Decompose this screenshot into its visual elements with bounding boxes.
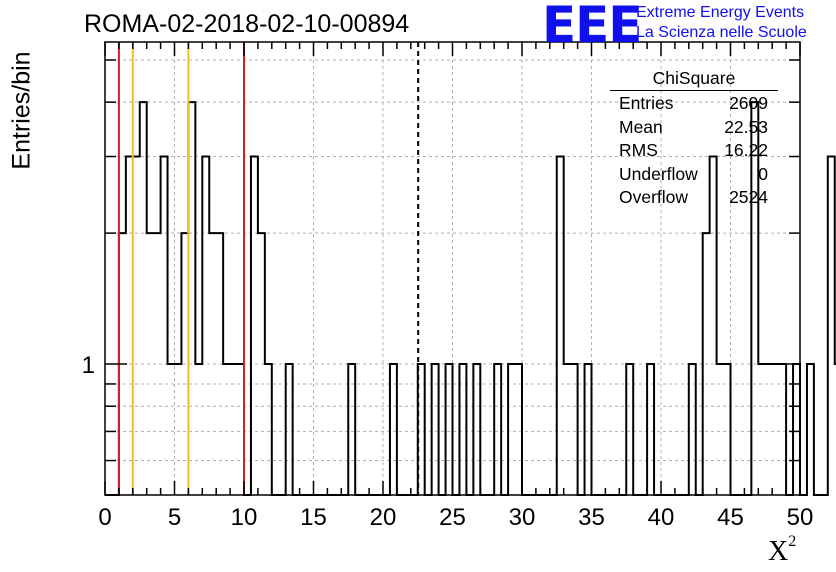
x-axis-label-superscript: 2 — [788, 532, 797, 550]
histogram-bin — [202, 157, 209, 495]
stats-key: Mean — [619, 116, 663, 137]
reference-lines — [117, 42, 420, 495]
histogram-bin — [140, 102, 147, 495]
y-axis-label: Entries/bin — [7, 51, 36, 170]
histogram-bin — [557, 157, 564, 495]
axes — [104, 41, 801, 496]
stats-row: Overflow 2524 — [610, 187, 778, 211]
x-tick-label: 40 — [648, 504, 675, 531]
stats-row: Entries 2609 — [610, 93, 778, 117]
histogram-bin — [828, 157, 835, 495]
stats-value: 2609 — [729, 93, 768, 113]
stats-row: Underflow 0 — [610, 164, 778, 188]
tick-labels: 0 5 10 15 20 25 30 35 40 45 50 1 — [82, 352, 814, 531]
y-tick-label: 1 — [82, 352, 95, 379]
stats-row: RMS 16.22 — [610, 140, 778, 164]
stats-key: Entries — [619, 93, 674, 113]
x-tick-label: 20 — [370, 504, 397, 531]
x-tick-label: 10 — [231, 504, 258, 531]
stats-box: ChiSquare Entries 2609 Mean 22.53 RMS 16.22… — [610, 68, 778, 211]
histogram-bin — [188, 102, 195, 495]
histogram-bin — [126, 157, 133, 495]
stats-value: 0 — [758, 163, 768, 184]
histogram-bin — [251, 157, 258, 495]
stats-key: Overflow — [619, 187, 689, 207]
eee-logo: EEE — [542, 0, 642, 54]
x-tick-label: 25 — [439, 504, 466, 531]
logo-line-1: Extreme Energy Events — [636, 4, 805, 21]
x-tick-label: 35 — [578, 504, 605, 531]
histogram-bin — [133, 157, 140, 495]
x-tick-label: 45 — [717, 504, 744, 531]
stats-value: 16.22 — [724, 140, 768, 160]
histogram-bin — [807, 364, 814, 495]
histogram-bin — [161, 157, 168, 495]
x-tick-label: 15 — [300, 504, 327, 531]
x-axis-label: X2 — [768, 532, 797, 568]
logo-line-2: La Scienza nelle Scuole — [636, 24, 807, 41]
x-tick-label: 50 — [787, 504, 814, 531]
chart-title: ROMA-02-2018-02-10-00894 — [84, 10, 410, 38]
stats-value: 22.53 — [724, 116, 768, 137]
stats-title: ChiSquare — [610, 68, 778, 91]
x-tick-label: 30 — [509, 504, 536, 531]
stats-key: RMS — [619, 140, 658, 160]
stats-row: Mean 22.53 — [610, 117, 778, 141]
stats-key: Underflow — [619, 163, 698, 184]
stats-value: 2524 — [729, 187, 768, 207]
x-axis-label-base: X — [768, 536, 789, 567]
x-tick-label: 5 — [168, 504, 181, 531]
x-tick-label: 0 — [98, 504, 111, 531]
